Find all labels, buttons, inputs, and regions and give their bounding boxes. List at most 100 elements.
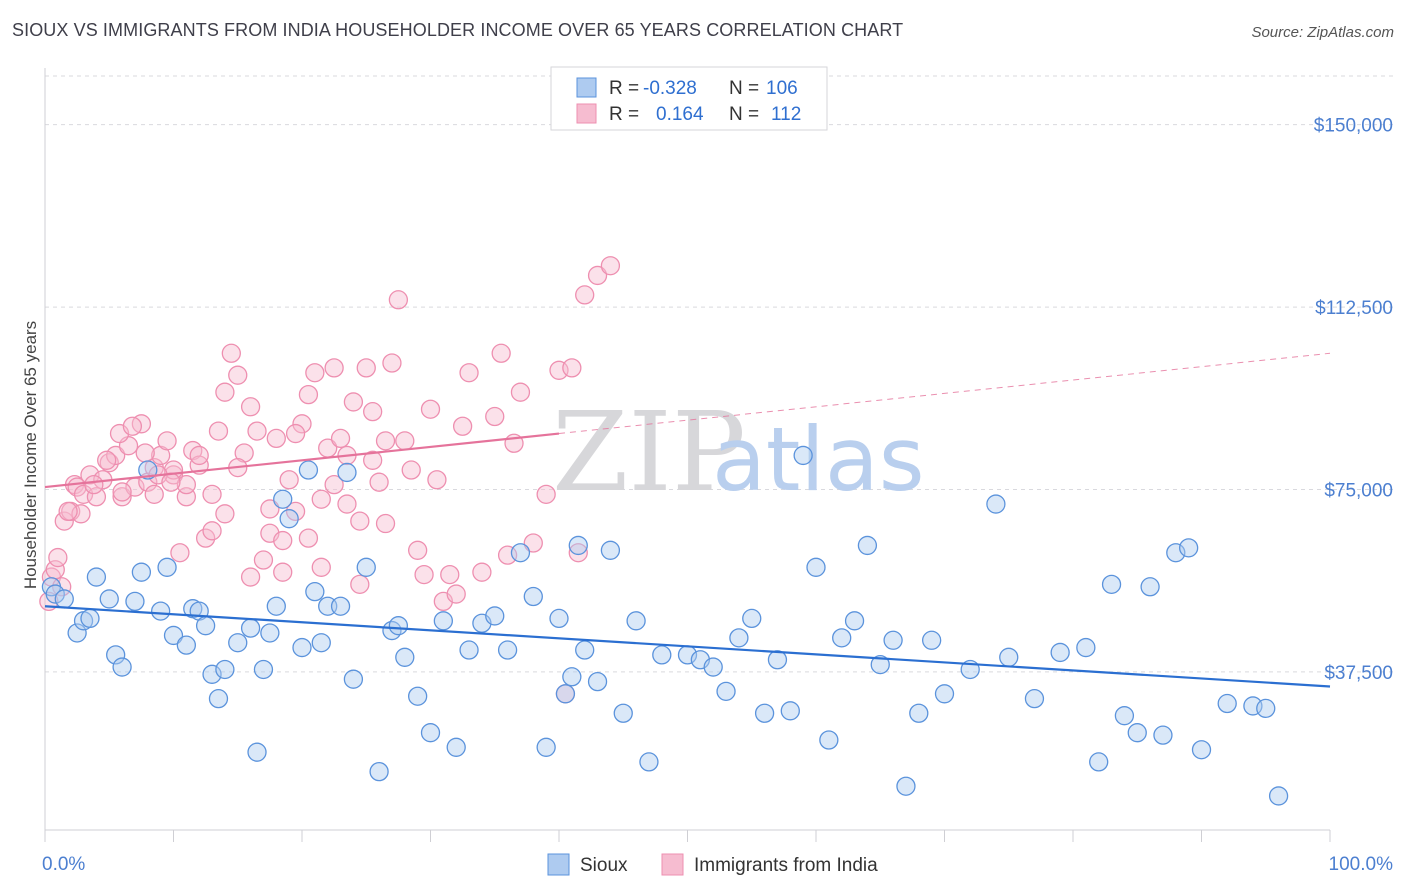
sioux-point [195,616,216,636]
india-point [375,513,396,534]
sioux-point [266,596,286,616]
sioux-point [922,630,942,650]
sioux-point [909,703,929,723]
legend-swatch-sioux [576,77,597,98]
india-point [195,528,216,548]
india-point [247,421,267,441]
sioux-point [337,462,357,483]
sioux-point [883,630,903,650]
india-point [99,453,119,473]
india-point [395,431,415,451]
sioux-point [639,752,659,772]
india-point [401,460,421,480]
india-point [324,358,344,378]
india-point [414,564,434,585]
sioux-point [780,701,800,721]
india-point [343,392,364,412]
india-point [215,504,235,524]
y-tick-label: $75,000 [1324,480,1393,501]
india-point [536,484,556,504]
sioux-point [343,669,364,689]
sioux-point [485,606,505,626]
sioux-point [555,684,576,704]
india-point [260,499,280,519]
india-point [472,562,492,582]
sioux-point [870,654,890,675]
sioux-point [568,535,588,556]
sioux-trend-line [44,605,1331,688]
india-point [587,265,608,286]
india-point [161,472,181,492]
sioux-point [1179,538,1199,558]
chart-title: SIOUX VS IMMIGRANTS FROM INDIA HOUSEHOLD… [12,20,904,40]
sioux-point [356,557,376,577]
sioux-point [1140,577,1160,597]
india-point [311,557,331,577]
india-point [562,358,582,378]
india-point [285,501,306,522]
india-point [382,353,402,373]
india-point [273,530,293,551]
legend-r-label-sioux: R = [609,78,639,99]
india-trend-line [44,432,560,489]
sioux-point [311,633,331,653]
sioux-point [575,640,595,660]
axes [44,68,1331,842]
india-point [240,397,261,417]
sioux-point [54,589,74,609]
bottom-legend: Sioux Immigrants from India [547,853,878,876]
sioux-point [80,608,100,629]
india-point [170,543,190,563]
india-point [485,406,505,427]
india-points [39,256,621,704]
india-point [363,450,383,470]
india-point [350,574,370,594]
india-point [97,450,117,470]
india-point [510,382,531,402]
india-point [86,487,107,507]
sioux-point [562,667,582,687]
legend-n-label-sioux: N = [729,78,759,99]
sioux-point [844,611,865,631]
sioux-point [1024,689,1045,709]
india-point [452,416,473,436]
legend-r-label-india: R = [609,104,639,125]
sioux-point [600,540,621,560]
legend-swatch-india [576,103,597,124]
india-point [202,521,222,541]
sioux-point [986,494,1006,514]
sioux-point [459,640,479,660]
sioux-point [536,737,556,757]
india-point [363,402,383,422]
india-point [311,489,331,509]
india-point [279,470,299,490]
india-point [298,528,319,548]
sioux-point [587,671,608,692]
sioux-point [112,657,132,677]
sioux-point [793,445,813,466]
india-point [523,533,543,553]
india-point [459,363,479,383]
sioux-point [613,703,633,723]
sioux-point [1101,574,1122,594]
sioux-points [41,445,1289,806]
india-point [324,474,344,495]
india-point [266,428,286,449]
sioux-point [857,535,878,556]
sioux-point [86,567,107,587]
legend-n-label-india: N = [729,104,759,125]
sioux-point [407,686,428,706]
india-point [202,484,222,504]
india-point [228,365,248,385]
sioux-point [523,586,543,607]
legend-n-value-sioux: 106 [766,78,798,99]
india-point [388,290,409,310]
india-point [215,382,235,402]
watermark: ZIP atlas [552,388,925,516]
sioux-point [896,776,916,796]
india-point [446,584,466,604]
bottom-legend-india: Immigrants from India [694,855,878,876]
sioux-point [767,650,788,670]
sioux-point [176,635,197,655]
india-point [208,421,229,441]
